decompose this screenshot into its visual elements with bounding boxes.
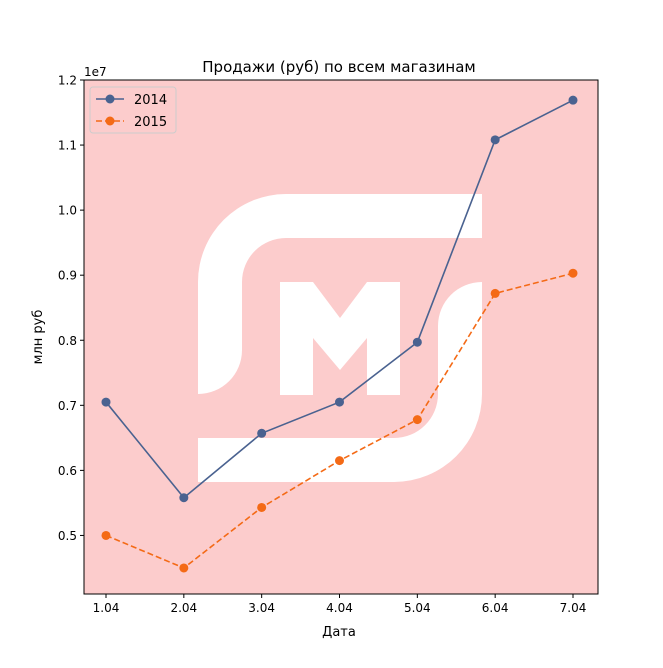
y-axis-label: млн руб <box>31 310 46 365</box>
chart-title: Продажи (руб) по всем магазинам <box>202 58 475 76</box>
series-2015-point <box>257 502 267 512</box>
x-tick-label: 4.04 <box>326 601 353 615</box>
y-tick-label: 0.6 <box>58 464 77 478</box>
series-2015-point <box>179 563 189 573</box>
y-tick-label: 0.7 <box>58 399 77 413</box>
y-tick-label: 1.2 <box>58 74 77 88</box>
y-tick-label: 1.0 <box>58 204 77 218</box>
x-axis-label: Дата <box>322 625 356 640</box>
series-2014-point <box>412 337 422 347</box>
y-offset-label: 1e7 <box>84 65 107 79</box>
series-2014-point <box>179 493 189 503</box>
series-2014-point <box>490 135 500 145</box>
y-tick-label: 0.5 <box>58 529 77 543</box>
x-tick-label: 6.04 <box>482 601 509 615</box>
legend-2015-marker <box>105 116 115 126</box>
legend-2014-label: 2014 <box>134 93 167 108</box>
x-tick-label: 2.04 <box>170 601 197 615</box>
y-tick-label: 1.1 <box>58 139 77 153</box>
x-tick-label: 3.04 <box>248 601 275 615</box>
plot-frame <box>83 79 599 595</box>
series-2014-point <box>335 397 344 407</box>
series-2015-point <box>490 288 500 298</box>
x-tick-label: 1.04 <box>93 601 120 615</box>
x-axis: 1.04 2.04 3.04 4.04 5.04 6.04 7.04 <box>93 594 587 615</box>
series-2014-point <box>568 95 578 105</box>
legend-2014-marker <box>105 94 115 104</box>
series-2015-point <box>335 456 344 466</box>
watermark-logo <box>198 194 482 482</box>
series-2014-point <box>101 397 111 407</box>
x-tick-label: 7.04 <box>560 601 587 615</box>
series-2014-point <box>257 428 267 438</box>
series-lines <box>101 95 578 573</box>
series-2015-point <box>101 530 111 540</box>
y-tick-label: 0.8 <box>58 334 77 348</box>
series-2015-point <box>412 415 422 425</box>
y-tick-label: 0.9 <box>58 269 77 283</box>
legend: 2014 2015 <box>89 86 177 134</box>
legend-2015-label: 2015 <box>134 115 167 130</box>
y-axis: 0.5 0.6 0.7 0.8 0.9 1.0 1.1 1.2 <box>58 74 84 543</box>
x-tick-label: 5.04 <box>404 601 431 615</box>
series-2015-point <box>568 268 578 278</box>
